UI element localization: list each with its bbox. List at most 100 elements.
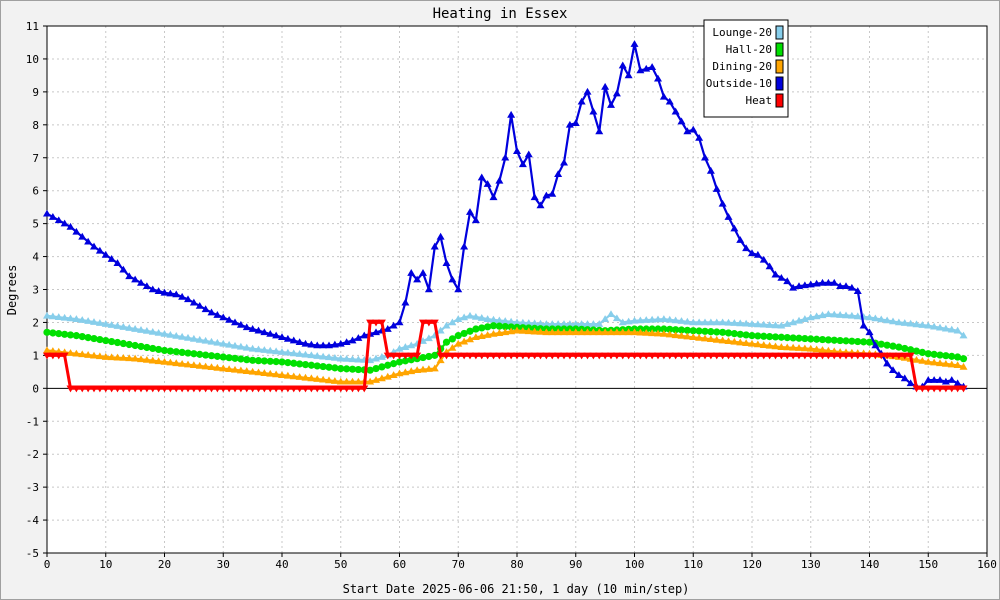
data-point-hall-20 [454,332,462,340]
data-point-dining-20 [289,372,298,380]
data-point-lounge-20 [84,317,93,324]
data-point-hall-20 [924,350,932,358]
data-point-heat [518,352,527,360]
data-point-lounge-20 [107,321,116,328]
data-point-dining-20 [701,334,709,342]
data-point-dining-20 [107,353,116,361]
data-point-heat [166,385,175,393]
data-point-lounge-20 [842,311,850,319]
data-point-heat [659,352,668,360]
data-point-heat [436,352,445,360]
data-point-heat [225,385,234,393]
data-point-dining-20 [824,346,833,354]
data-point-outside-10 [836,282,845,290]
y-tick-label: 8 [32,119,39,132]
data-point-heat [718,352,727,360]
data-point-hall-20 [196,350,204,358]
data-point-heat [577,352,586,360]
data-point-lounge-20 [953,326,962,334]
data-point-hall-20 [771,333,780,341]
y-tick-label: 9 [32,86,39,99]
data-point-lounge-20 [912,320,921,328]
x-tick-label: 90 [569,558,582,571]
data-point-hall-20 [783,333,791,342]
data-point-lounge-20 [894,318,903,326]
data-point-hall-20 [431,351,439,359]
data-point-outside-10 [419,269,427,276]
data-point-hall-20 [184,349,192,357]
data-point-hall-20 [90,334,98,343]
data-point-hall-20 [795,334,803,342]
data-point-dining-20 [771,342,780,350]
data-point-outside-10 [518,160,527,168]
data-point-hall-20 [254,357,263,365]
x-tick-label: 60 [393,558,406,571]
data-point-heat [48,352,57,360]
data-point-outside-10 [677,117,686,125]
data-point-hall-20 [266,357,274,365]
data-point-dining-20 [148,356,157,364]
data-point-heat [131,385,140,393]
x-tick-label: 160 [977,558,997,571]
data-point-dining-20 [630,328,639,336]
data-point-dining-20 [154,357,163,365]
data-point-dining-20 [101,353,110,360]
data-point-hall-20 [807,335,815,343]
data-point-lounge-20 [530,319,539,327]
data-point-lounge-20 [677,317,686,324]
data-point-outside-10 [66,222,75,230]
data-point-lounge-20 [43,311,51,319]
data-point-hall-20 [677,326,686,334]
y-axis-label: Degrees [5,265,19,316]
data-point-heat [84,385,93,393]
data-point-heat [125,385,134,393]
data-point-hall-20 [895,343,903,351]
data-point-outside-10 [624,71,633,79]
data-point-heat [941,385,950,393]
data-point-dining-20 [266,369,275,377]
data-point-hall-20 [319,362,327,371]
data-point-heat [184,385,192,393]
data-point-heat [824,352,833,360]
data-point-heat [806,352,815,360]
data-point-lounge-20 [554,320,563,327]
data-point-hall-20 [854,337,862,346]
data-point-heat [501,352,510,360]
data-point-outside-10 [260,328,269,336]
data-point-lounge-20 [642,316,651,323]
data-point-outside-10 [278,333,286,341]
data-point-hall-20 [61,330,69,338]
data-point-heat [883,352,892,360]
data-point-hall-20 [754,332,762,340]
data-point-dining-20 [66,349,75,356]
data-point-lounge-20 [148,327,157,335]
data-point-dining-20 [636,328,645,336]
data-point-dining-20 [489,329,498,337]
data-point-lounge-20 [607,310,615,318]
data-point-lounge-20 [466,311,474,319]
data-point-outside-10 [266,329,275,337]
data-point-lounge-20 [724,318,733,326]
data-point-dining-20 [231,365,239,373]
data-point-outside-10 [736,236,745,243]
data-point-lounge-20 [871,314,880,322]
data-point-hall-20 [912,347,921,355]
data-point-outside-10 [812,279,821,287]
data-point-outside-10 [142,282,151,290]
data-point-outside-10 [213,311,222,318]
data-point-hall-20 [813,335,821,343]
data-point-lounge-20 [471,312,480,320]
data-point-outside-10 [894,371,903,378]
data-point-lounge-20 [513,318,521,326]
data-point-lounge-20 [336,354,345,362]
data-point-dining-20 [78,350,87,358]
data-point-outside-10 [48,213,57,220]
data-point-lounge-20 [442,321,451,329]
data-point-lounge-20 [618,318,627,326]
data-point-lounge-20 [236,342,245,350]
data-point-lounge-20 [865,313,874,321]
data-point-heat [289,385,298,393]
data-point-outside-10 [330,340,339,348]
data-point-hall-20 [865,338,874,346]
data-point-lounge-20 [612,314,621,322]
